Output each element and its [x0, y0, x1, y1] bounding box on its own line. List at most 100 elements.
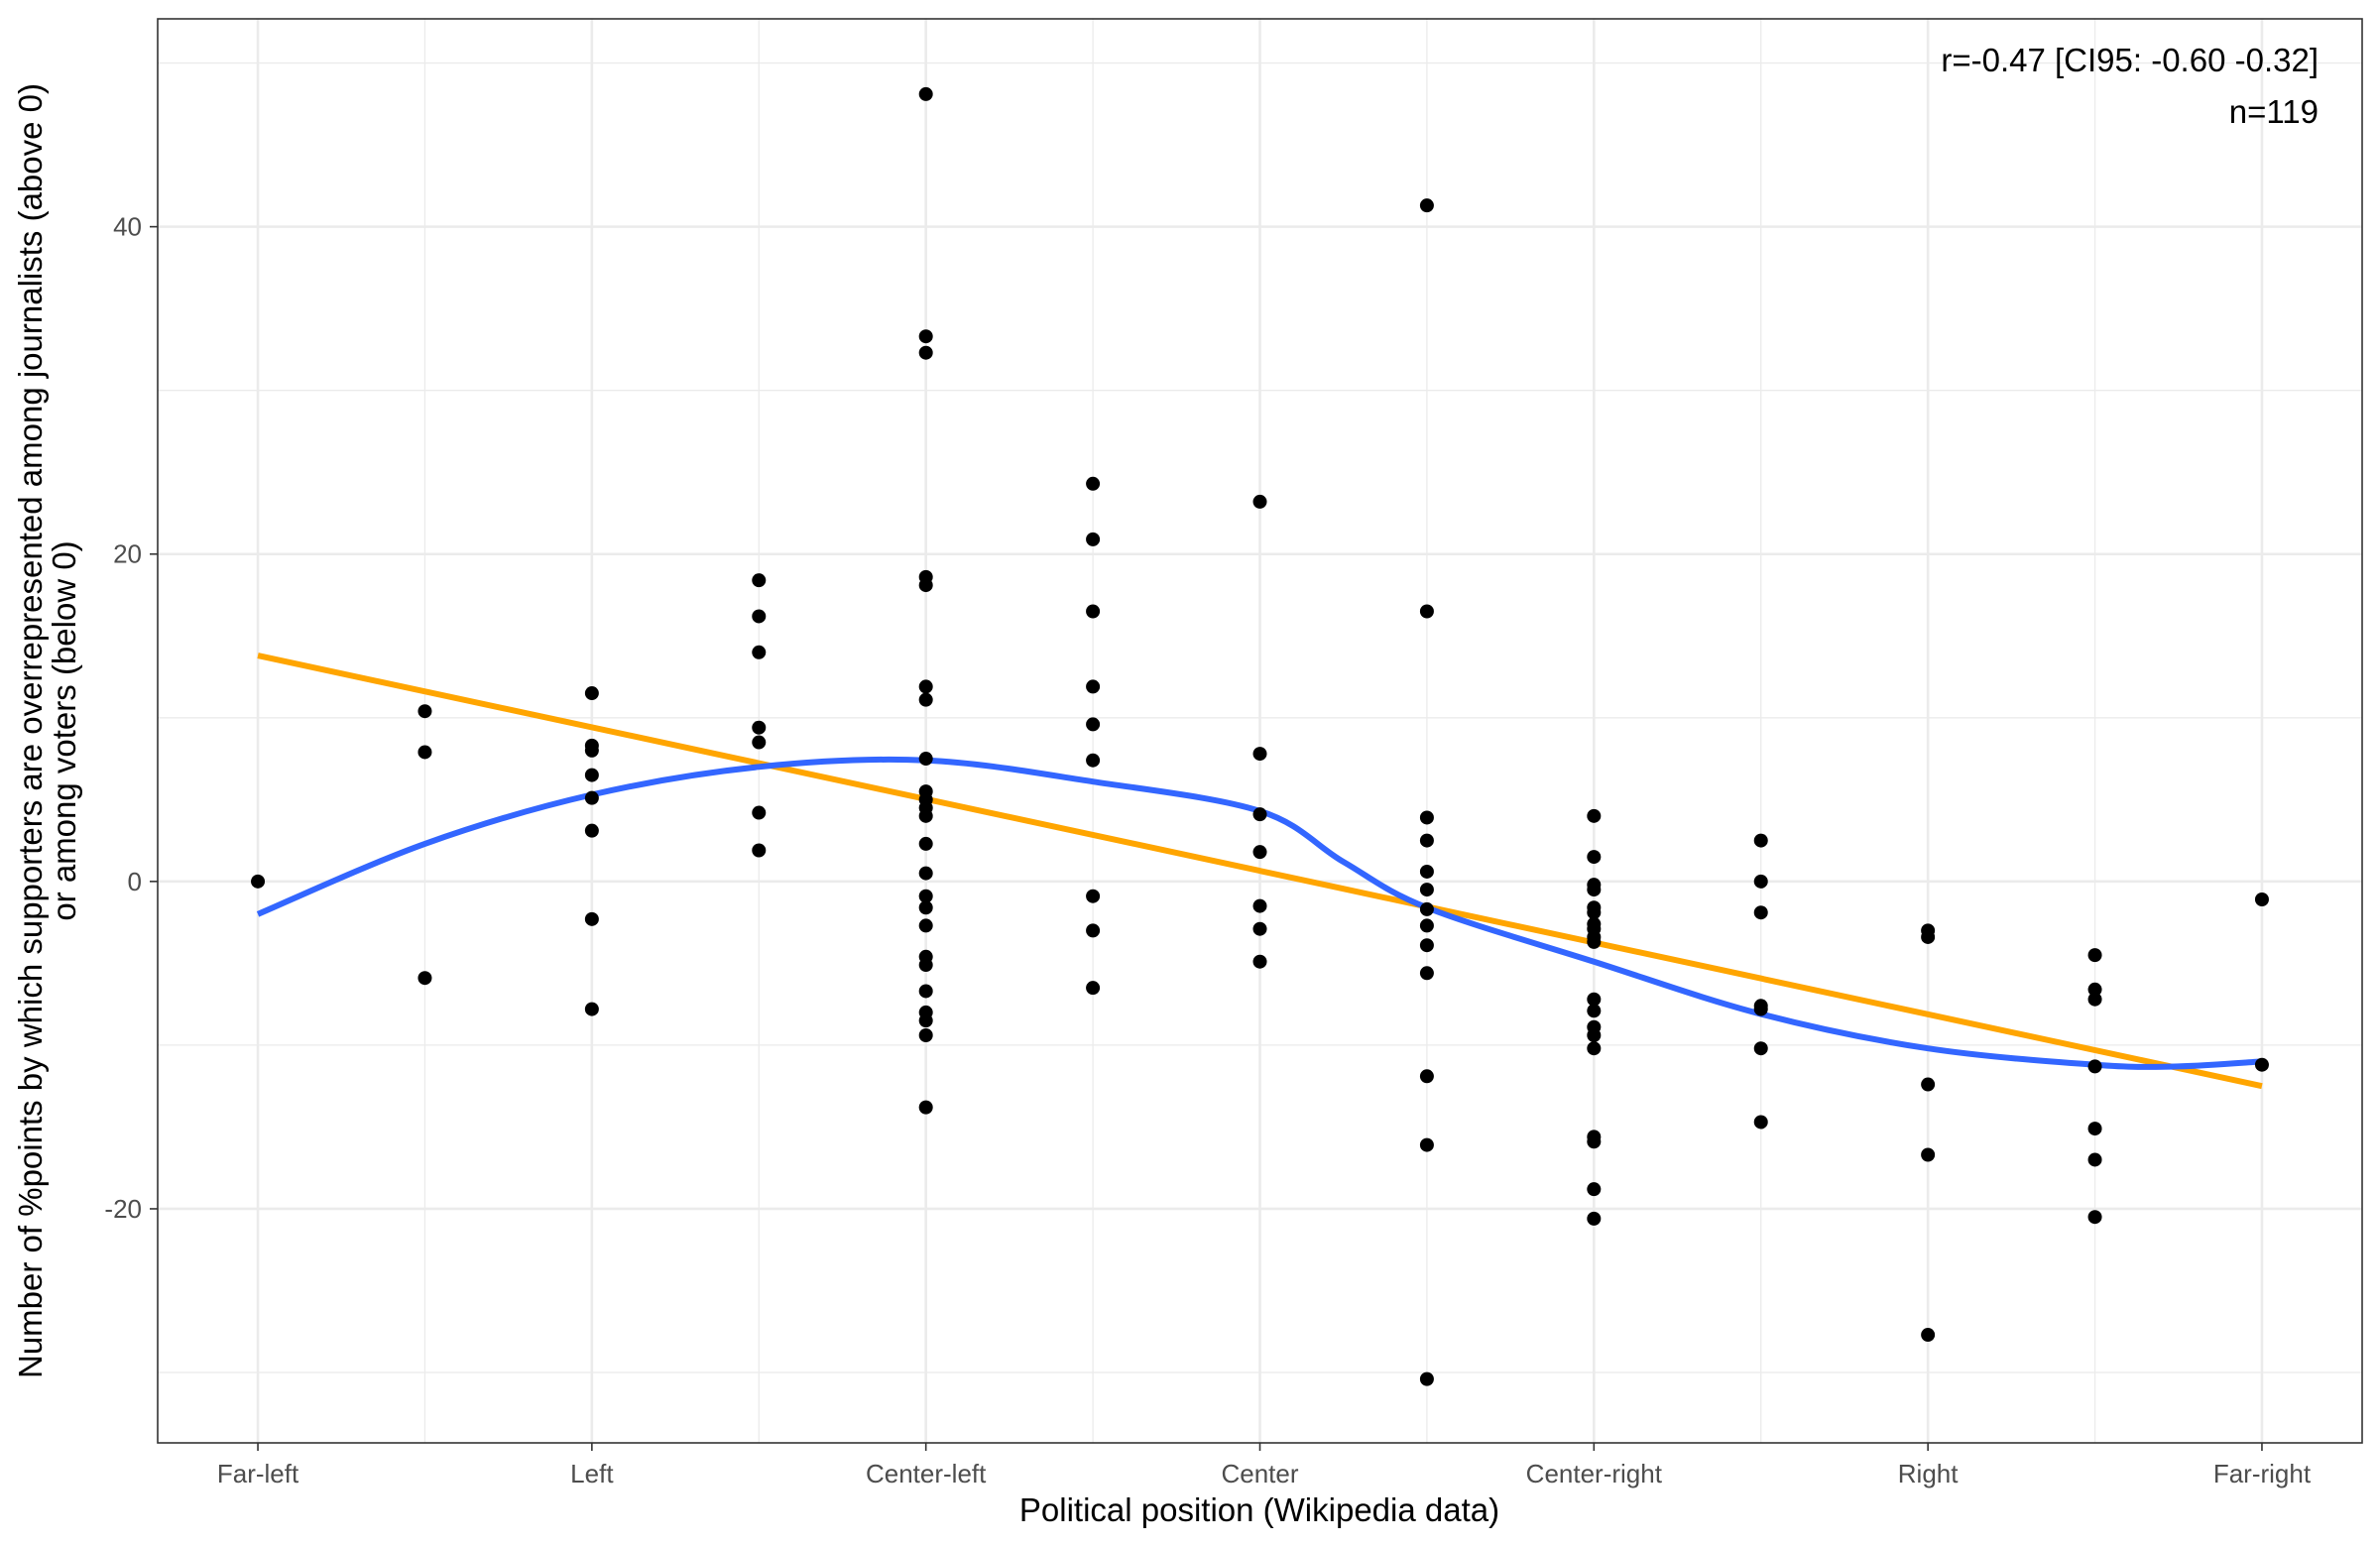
data-point	[1419, 810, 1434, 825]
data-point	[918, 1028, 933, 1043]
data-point	[1587, 1182, 1602, 1197]
data-point	[584, 911, 599, 926]
data-point	[752, 805, 767, 820]
data-point	[1419, 1137, 1434, 1152]
data-point	[1086, 717, 1101, 732]
points-layer	[251, 86, 2269, 1386]
data-point	[2254, 1057, 2269, 1072]
data-point	[584, 1002, 599, 1016]
data-point	[918, 836, 933, 851]
data-point	[918, 329, 933, 344]
data-point	[2087, 982, 2102, 997]
x-tick-label: Center	[1221, 1459, 1298, 1488]
lines-layer	[256, 653, 2263, 1090]
data-point	[2087, 1122, 2102, 1136]
data-point	[752, 609, 767, 624]
y-axis-title-line-2: or among voters (below 0)	[46, 540, 82, 920]
y-tick-label: 20	[113, 539, 142, 569]
data-point	[1587, 1211, 1602, 1226]
data-point	[918, 866, 933, 881]
data-point	[584, 768, 599, 782]
data-point	[918, 1100, 933, 1115]
data-point	[1753, 1002, 1768, 1016]
data-point	[1587, 850, 1602, 865]
data-point	[251, 874, 266, 889]
x-tick-layer: Far-left Left Center-left Center Center-righ…	[217, 1443, 2312, 1488]
data-point	[584, 743, 599, 758]
data-point	[1086, 476, 1101, 491]
data-point	[1587, 1134, 1602, 1149]
data-point	[1921, 1328, 1936, 1343]
data-point	[1252, 898, 1267, 913]
data-point	[1587, 1028, 1602, 1043]
data-point	[1252, 494, 1267, 509]
data-point	[417, 971, 432, 986]
data-point	[918, 958, 933, 973]
y-tick-label: 0	[128, 867, 142, 896]
x-tick-label: Far-right	[2213, 1459, 2312, 1488]
data-point	[1419, 918, 1434, 933]
data-point	[1921, 929, 1936, 944]
data-point	[752, 573, 767, 588]
data-point	[752, 843, 767, 858]
loess-smooth-line	[256, 756, 2263, 1070]
data-point	[1086, 532, 1101, 546]
x-tick-label: Center-right	[1526, 1459, 1663, 1488]
data-point	[1587, 992, 1602, 1007]
data-point	[1419, 1069, 1434, 1084]
data-point	[1086, 981, 1101, 996]
data-point	[584, 686, 599, 701]
data-point	[918, 900, 933, 915]
data-point	[1252, 954, 1267, 969]
data-point	[417, 745, 432, 760]
data-point	[1252, 845, 1267, 860]
data-point	[918, 984, 933, 999]
data-point	[2254, 892, 2269, 907]
data-point	[918, 889, 933, 903]
data-point	[1419, 198, 1434, 213]
data-point	[1753, 833, 1768, 848]
data-point	[752, 720, 767, 735]
data-point	[1419, 864, 1434, 879]
data-point	[1086, 889, 1101, 903]
linear-fit-line	[257, 653, 2263, 1090]
data-point	[1753, 1115, 1768, 1130]
data-point	[2087, 1059, 2102, 1074]
x-tick-label: Right	[1898, 1459, 1959, 1488]
data-point	[918, 86, 933, 101]
data-point	[918, 808, 933, 823]
data-point	[1921, 1077, 1936, 1092]
y-tick-layer: -20 0 20 40	[104, 212, 158, 1224]
data-point	[1419, 966, 1434, 981]
data-point	[1086, 753, 1101, 768]
data-point	[1753, 1041, 1768, 1056]
data-point	[584, 790, 599, 805]
data-point	[1419, 938, 1434, 953]
data-point	[2087, 1210, 2102, 1225]
data-point	[1587, 883, 1602, 897]
data-point	[1086, 604, 1101, 619]
data-point	[918, 345, 933, 360]
data-point	[752, 735, 767, 750]
data-point	[1419, 901, 1434, 916]
data-point	[1086, 923, 1101, 938]
data-point	[1921, 1147, 1936, 1162]
data-point	[1419, 604, 1434, 619]
data-point	[1753, 905, 1768, 920]
data-point	[918, 692, 933, 707]
data-point	[1587, 1004, 1602, 1018]
data-point	[2087, 992, 2102, 1007]
data-point	[1419, 833, 1434, 848]
data-point	[1252, 747, 1267, 762]
data-point	[918, 679, 933, 694]
data-point	[752, 645, 767, 659]
data-point	[1587, 1041, 1602, 1056]
y-axis-title-line-1: Number of %points by which supporters ar…	[12, 83, 49, 1378]
data-point	[918, 578, 933, 593]
data-point	[1587, 905, 1602, 920]
data-point	[918, 1013, 933, 1028]
data-point	[918, 752, 933, 767]
data-point	[417, 704, 432, 719]
data-point	[918, 918, 933, 933]
x-tick-label: Far-left	[217, 1459, 299, 1488]
